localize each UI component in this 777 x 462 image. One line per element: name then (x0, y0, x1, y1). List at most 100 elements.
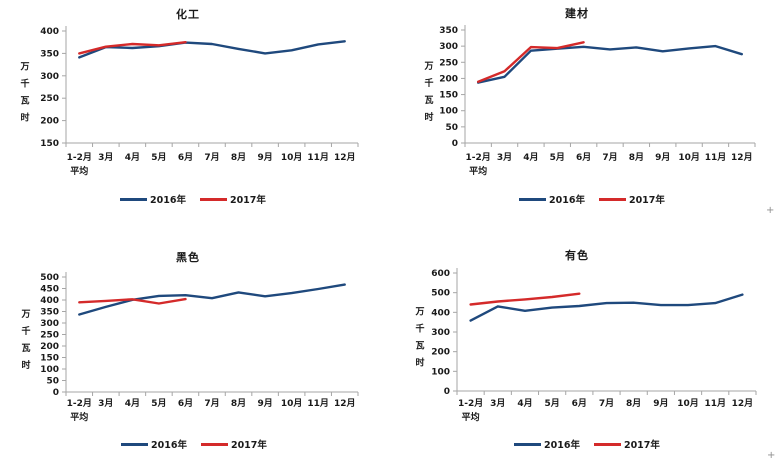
legend-line-2017-icon (598, 197, 626, 201)
y-axis-title-char: 千 (415, 323, 424, 335)
chart-chemical: 化工 150 200 250 300 350 400 1-2月 平均 3月 4月 5月 6月 7月 8月 9… (0, 0, 388, 231)
plus-artifact-icon: + (767, 450, 776, 461)
legend-item-2016: 2016年 (120, 192, 186, 206)
y-axis-title-char: 万 (19, 62, 29, 73)
category-label: 12月 (334, 398, 356, 409)
y-tick-label: 150 (40, 139, 59, 149)
legend-line-2016-icon (120, 197, 147, 201)
legend-line-2016-icon (514, 442, 541, 446)
y-axis-title-char: 万 (414, 307, 424, 318)
series-line-2017年 (78, 297, 187, 305)
legend-item-2016: 2016年 (519, 192, 585, 206)
category-label: 12月 (334, 152, 356, 163)
y-tick-label: 250 (40, 331, 59, 341)
category-label: 平均 (70, 411, 88, 423)
series-line-2016年 (78, 283, 346, 316)
y-tick-label: 100 (40, 365, 59, 375)
category-label: 平均 (469, 165, 487, 177)
category-label: 3月 (98, 398, 113, 409)
category-label: 11月 (705, 152, 727, 163)
category-label: 9月 (257, 398, 272, 409)
y-tick-label: 100 (439, 107, 458, 117)
y-tick-label: 200 (439, 74, 458, 84)
series-line-2016年 (469, 293, 744, 322)
category-label: 6月 (178, 152, 193, 163)
y-tick-label: 0 (444, 387, 450, 397)
chart-legend: 2016年 2017年 (113, 192, 273, 206)
category-label: 6月 (576, 152, 591, 163)
category-label: 7月 (204, 152, 219, 163)
y-axis-title-char: 万 (20, 309, 30, 320)
category-label: 12月 (732, 398, 754, 409)
category-label: 8月 (629, 152, 644, 163)
legend-line-2017-icon (200, 442, 228, 446)
y-tick-label: 250 (439, 58, 458, 68)
category-label: 平均 (462, 411, 480, 423)
category-label: 5月 (550, 152, 565, 163)
y-tick-label: 150 (40, 354, 59, 364)
chart-building-materials: 建材 0 50 100 150 200 250 300 350 1-2月 平均 3月 4月 5月 6月 7月… (389, 0, 777, 231)
category-label: 1-2月 (466, 152, 491, 163)
category-label: 6月 (178, 398, 193, 409)
y-tick-label: 200 (40, 117, 59, 127)
legend-line-2017-icon (593, 442, 621, 446)
y-tick-label: 200 (431, 348, 450, 358)
category-label: 4月 (125, 152, 140, 163)
y-tick-label: 50 (46, 377, 59, 387)
series-line-2016年 (476, 44, 743, 84)
y-axis-title-char: 千 (21, 325, 30, 337)
category-label: 4月 (523, 152, 538, 163)
legend-line-2016-icon (121, 442, 148, 446)
legend-label: 2016年 (544, 440, 580, 451)
legend-item-2017: 2017年 (593, 437, 660, 451)
category-label: 9月 (655, 152, 670, 163)
chart-title: 化工 (176, 8, 200, 21)
y-tick-label: 500 (431, 289, 450, 299)
y-axis-title-char: 瓦 (424, 95, 433, 106)
y-tick-label: 250 (40, 94, 59, 104)
category-label: 11月 (307, 398, 329, 409)
chart-title: 有色 (565, 249, 589, 262)
category-label: 5月 (151, 152, 166, 163)
y-tick-label: 50 (445, 123, 458, 133)
series-line-2017年 (469, 292, 581, 306)
series-line-2017年 (476, 41, 585, 83)
category-label: 平均 (70, 165, 88, 177)
category-label: 10月 (678, 152, 700, 163)
category-label: 9月 (653, 398, 668, 409)
y-tick-label: 600 (431, 269, 450, 279)
y-tick-label: 300 (40, 319, 59, 329)
category-label: 8月 (231, 398, 246, 409)
y-axis-title-char: 时 (20, 112, 29, 124)
y-tick-label: 150 (439, 91, 458, 101)
category-label: 3月 (497, 152, 512, 163)
chart-title: 建材 (565, 7, 589, 20)
series-line-2017年 (78, 41, 187, 55)
y-axis-title-char: 时 (21, 359, 30, 371)
y-tick-label: 400 (40, 27, 59, 37)
category-label: 1-2月 (67, 398, 92, 409)
category-label: 12月 (731, 152, 753, 163)
y-tick-label: 350 (40, 308, 59, 318)
y-axis-title-char: 千 (424, 77, 433, 89)
chart-legend: 2016年 2017年 (512, 192, 672, 206)
y-tick-label: 350 (40, 49, 59, 59)
legend-label: 2016年 (549, 195, 585, 206)
category-label: 6月 (572, 398, 587, 409)
category-label: 9月 (257, 152, 272, 163)
category-label: 1-2月 (458, 398, 483, 409)
y-axis-title-char: 瓦 (21, 343, 30, 354)
legend-item-2017: 2017年 (200, 437, 267, 451)
chart-nonferrous: 有色 0 100 200 300 400 500 600 1-2月 平均 3月 4月 5月 6月 7月 8月… (389, 231, 777, 462)
y-tick-label: 350 (439, 26, 458, 36)
legend-item-2016: 2016年 (121, 437, 187, 451)
y-tick-label: 500 (40, 273, 59, 283)
y-tick-label: 400 (431, 308, 450, 318)
y-axis-title-char: 时 (424, 111, 433, 123)
category-label: 4月 (125, 398, 140, 409)
y-tick-label: 300 (40, 72, 59, 82)
category-label: 11月 (307, 152, 329, 163)
